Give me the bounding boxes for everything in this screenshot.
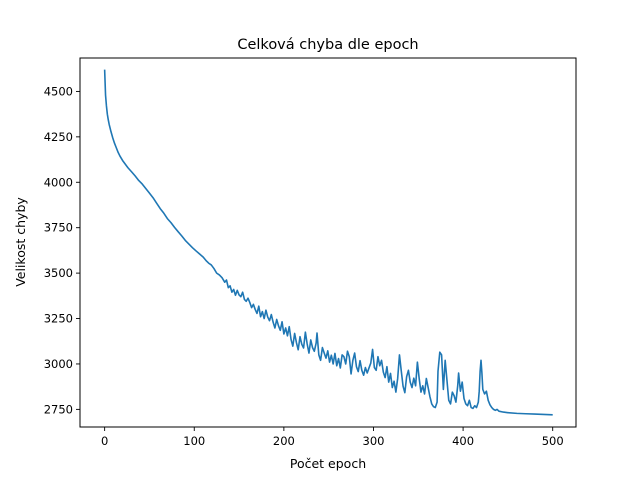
y-tick-label: 4250 xyxy=(44,130,73,144)
x-tick-label: 200 xyxy=(273,434,295,448)
x-axis-label: Počet epoch xyxy=(290,456,366,471)
x-tick-label: 100 xyxy=(183,434,205,448)
x-tick-label: 0 xyxy=(101,434,108,448)
y-tick-label: 4000 xyxy=(44,175,73,189)
ticks-layer: 0 100 200 300 400 500 2750 3000 3250 3500 3750 4000… xyxy=(44,84,564,448)
chart-title: Celková chyba dle epoch xyxy=(237,37,418,53)
axes-frame xyxy=(79,57,577,428)
y-tick-label: 3750 xyxy=(44,221,73,235)
y-tick-label: 4500 xyxy=(44,84,73,98)
x-tick-label: 500 xyxy=(542,434,564,448)
x-tick-label: 400 xyxy=(452,434,474,448)
plot-layer xyxy=(103,69,553,416)
y-tick-label: 3500 xyxy=(44,266,73,280)
x-tick-label: 300 xyxy=(363,434,385,448)
y-axis-label: Velikost chyby xyxy=(13,197,28,287)
y-tick-label: 2750 xyxy=(44,402,73,416)
series-line xyxy=(103,69,553,416)
y-tick-label: 3250 xyxy=(44,312,73,326)
y-tick-label: 3000 xyxy=(44,357,73,371)
